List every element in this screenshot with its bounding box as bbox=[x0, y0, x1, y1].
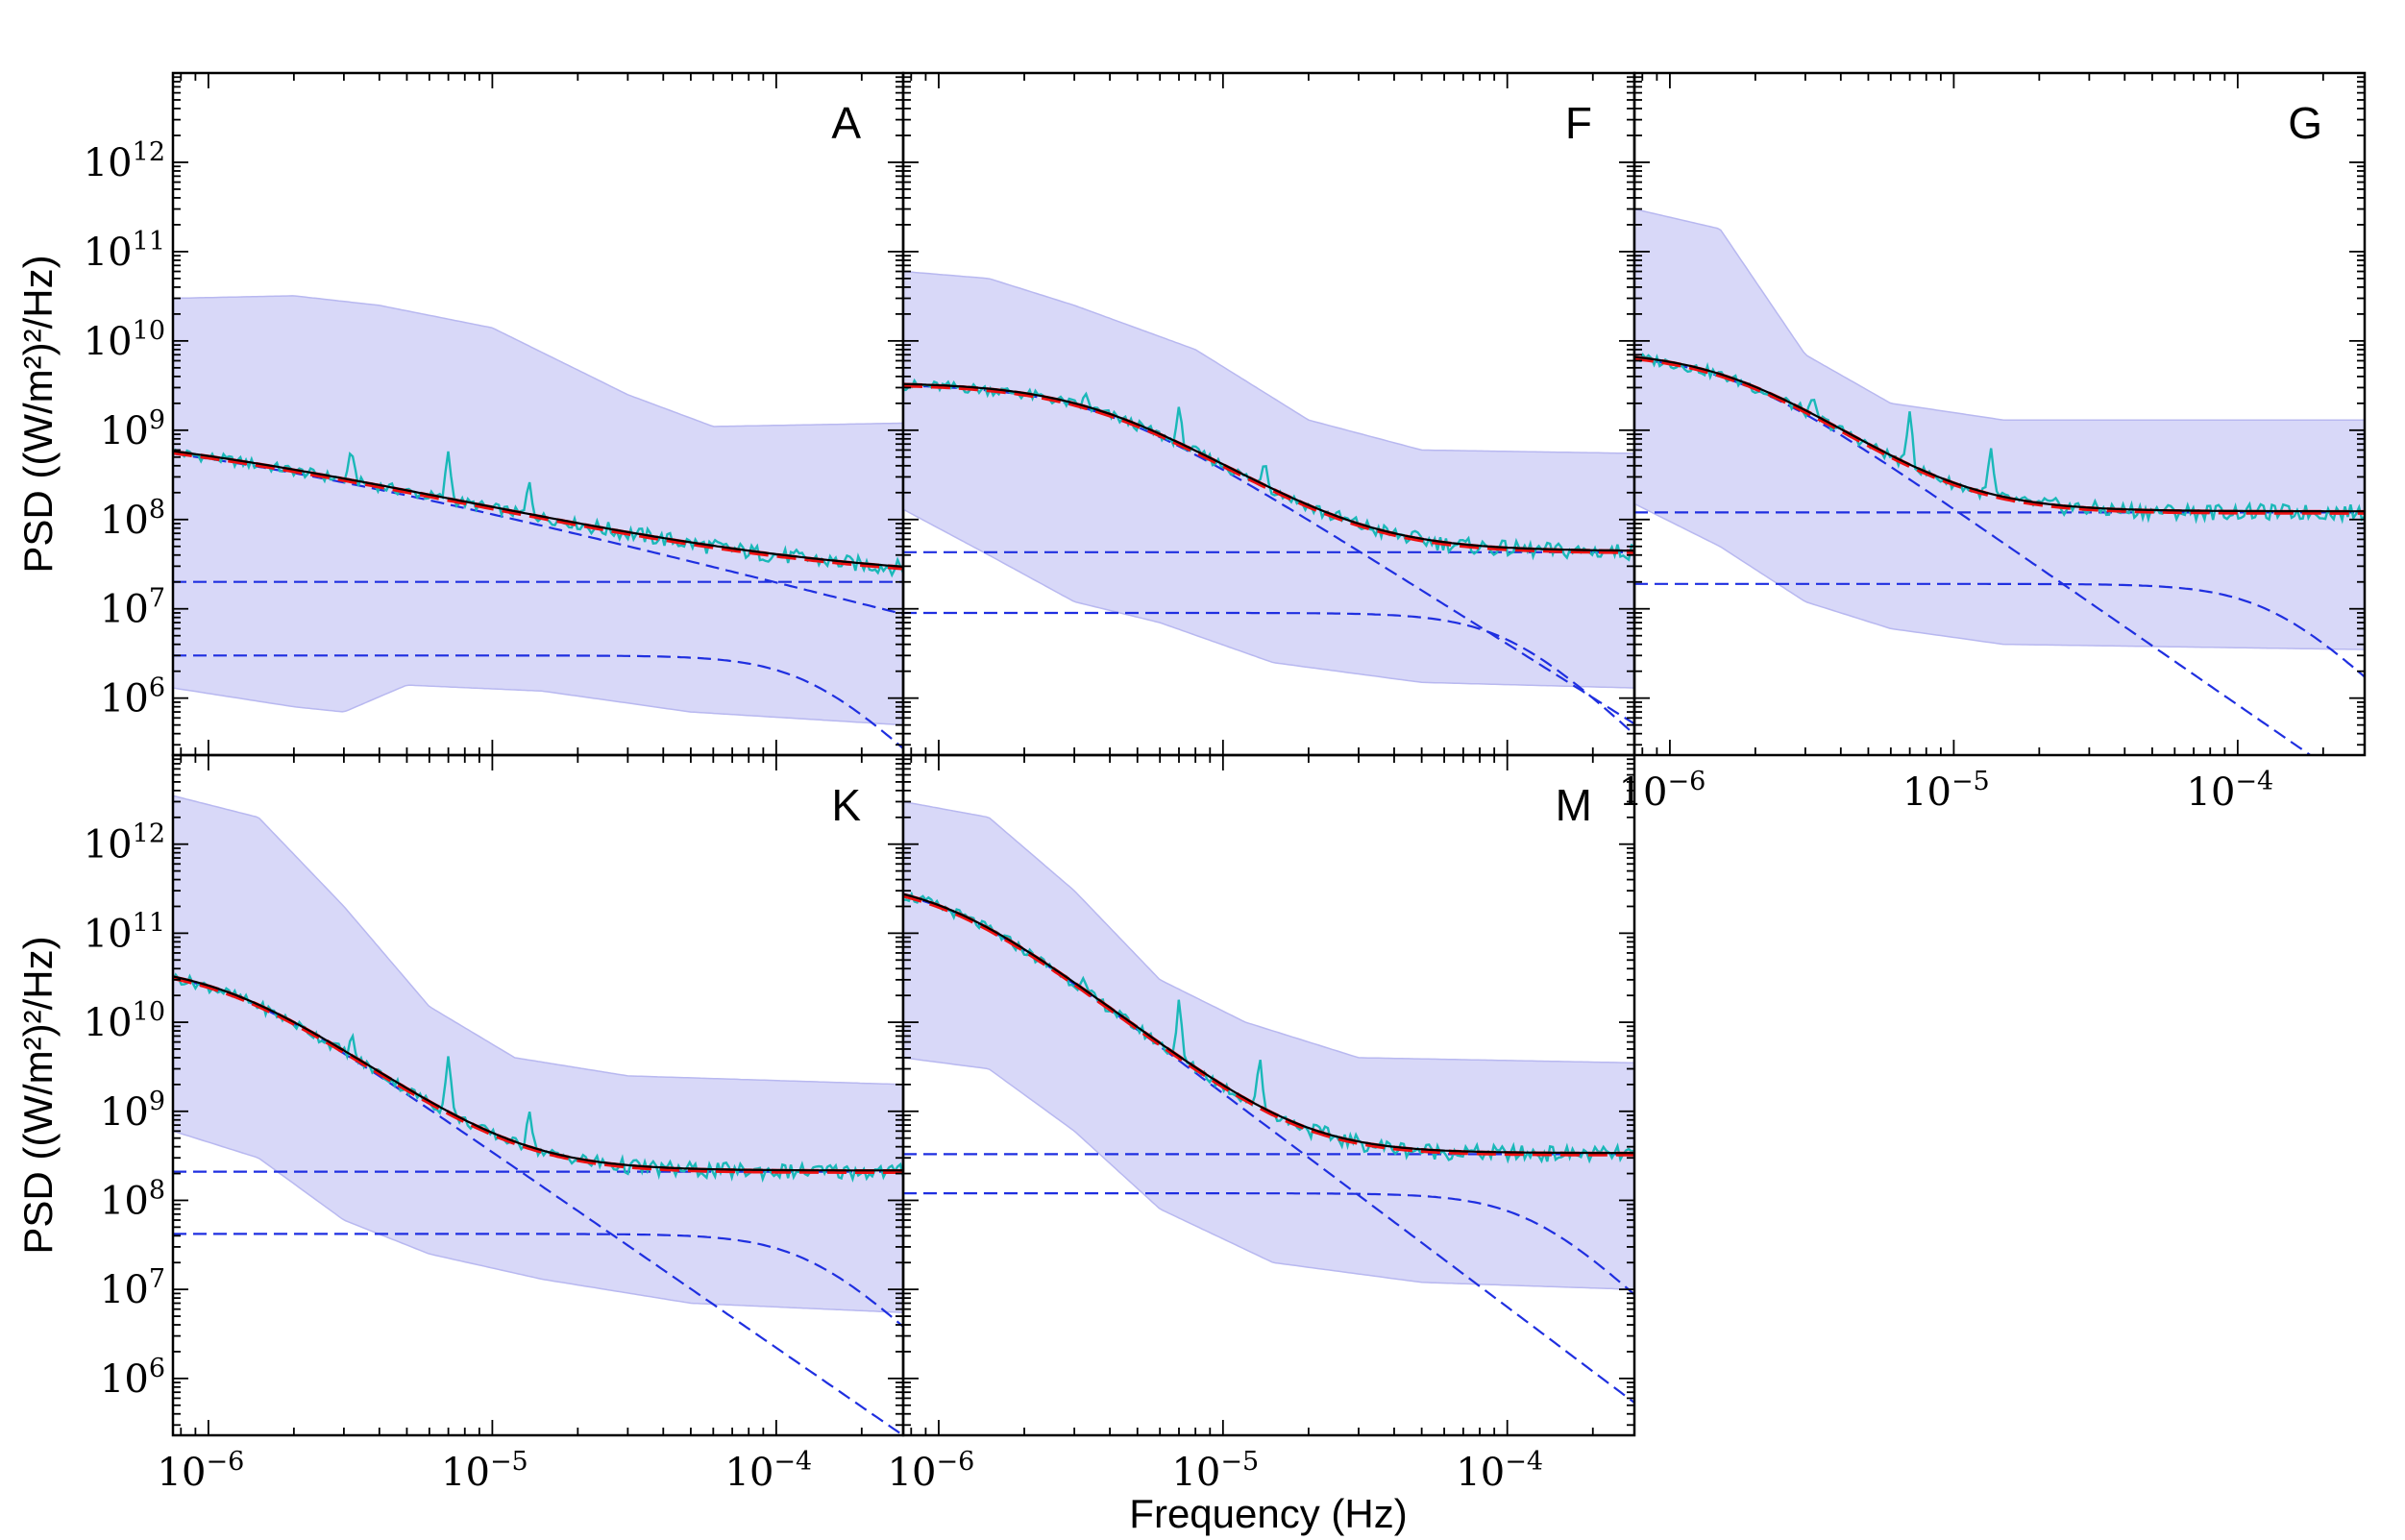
panel-frame bbox=[901, 753, 1636, 1437]
x-tick-label: 10−4 bbox=[2187, 767, 2274, 815]
confidence-band bbox=[173, 794, 903, 1313]
observed-psd bbox=[173, 972, 903, 1184]
x-tick-label: 10−5 bbox=[1902, 767, 1990, 815]
y-tick-label: 1012 bbox=[84, 819, 165, 868]
x-tick-label: 10−5 bbox=[1171, 1447, 1259, 1495]
plot-area bbox=[903, 270, 1634, 736]
plot-area bbox=[903, 800, 1634, 1404]
ticks bbox=[173, 72, 903, 755]
y-tick-label: 108 bbox=[100, 495, 165, 543]
x-tick-label: 10−4 bbox=[1456, 1447, 1543, 1495]
plot-area bbox=[1634, 208, 2365, 755]
y-tick-label: 109 bbox=[100, 405, 165, 453]
component-low-freq bbox=[903, 893, 1634, 1404]
y-tick-label: 1010 bbox=[84, 316, 165, 364]
best-fit-model bbox=[173, 450, 903, 571]
y-tick-label: 109 bbox=[100, 1087, 165, 1135]
confidence-band bbox=[173, 295, 903, 726]
panel-label: G bbox=[2288, 98, 2322, 148]
ticks bbox=[1634, 72, 2365, 755]
y-tick-label: 107 bbox=[100, 1264, 165, 1312]
best-fit-model bbox=[1634, 355, 2365, 515]
component-high-freq bbox=[1634, 582, 2365, 678]
y-tick-label: 106 bbox=[100, 673, 165, 721]
ticks bbox=[173, 754, 903, 1435]
median-fit bbox=[173, 450, 903, 568]
ticks bbox=[903, 754, 1634, 1435]
panel-frame bbox=[1632, 71, 2367, 757]
x-tick-label: 10−6 bbox=[158, 1447, 245, 1495]
median-fit bbox=[1634, 355, 2365, 513]
panel-A: A 106 107 108 109 1010 1011 1012 PSD ((W/m²)²/Hz… bbox=[15, 71, 905, 757]
ticks bbox=[903, 72, 1634, 755]
confidence-band bbox=[903, 800, 1634, 1290]
y-tick-label: 1011 bbox=[84, 908, 165, 956]
y-tick-label: 1010 bbox=[84, 997, 165, 1045]
panel-K: K 106 107 108 109 1010 1011 1012 PSD ((W/m²)²/Hz… bbox=[15, 753, 905, 1495]
panel-label: M bbox=[1556, 780, 1592, 830]
panel-label: A bbox=[831, 98, 861, 148]
panel-label: K bbox=[831, 780, 861, 830]
component-high-freq bbox=[903, 611, 1634, 736]
median-fit bbox=[173, 975, 903, 1172]
confidence-band bbox=[1634, 208, 2365, 650]
y-tick-label: 1011 bbox=[84, 227, 165, 275]
panel-F: F bbox=[901, 71, 1636, 757]
y-axis-title: PSD ((W/m²)²/Hz) bbox=[15, 255, 61, 573]
y-tick-label: 108 bbox=[100, 1175, 165, 1223]
x-tick-label: 10−4 bbox=[725, 1447, 813, 1495]
panel-G: G10−6 10−5 10−4 bbox=[1619, 71, 2367, 815]
x-tick-label: 10−5 bbox=[441, 1447, 528, 1495]
y-tick-label: 1012 bbox=[84, 137, 165, 185]
plot-area bbox=[173, 794, 903, 1435]
best-fit-model bbox=[903, 382, 1634, 554]
panel-label: F bbox=[1565, 98, 1592, 148]
component-high-freq bbox=[173, 654, 903, 749]
component-low-freq bbox=[173, 976, 903, 1435]
panels: A 106 107 108 109 1010 1011 1012 PSD ((W/m²)²/Hz… bbox=[15, 71, 2367, 1495]
y-tick-label: 107 bbox=[100, 584, 165, 632]
x-axis-title: Frequency (Hz) bbox=[1129, 1491, 1407, 1536]
median-fit bbox=[903, 892, 1634, 1155]
component-high-freq bbox=[173, 1233, 903, 1328]
x-tick-label: 10−6 bbox=[888, 1447, 975, 1495]
y-axis-title: PSD ((W/m²)²/Hz) bbox=[15, 936, 61, 1254]
panel-M: M 10−6 10−5 10−4 bbox=[888, 753, 1636, 1495]
y-tick-label: 106 bbox=[100, 1354, 165, 1402]
plot-area bbox=[173, 295, 903, 749]
component-high-freq bbox=[903, 1192, 1634, 1296]
median-fit bbox=[903, 382, 1634, 552]
